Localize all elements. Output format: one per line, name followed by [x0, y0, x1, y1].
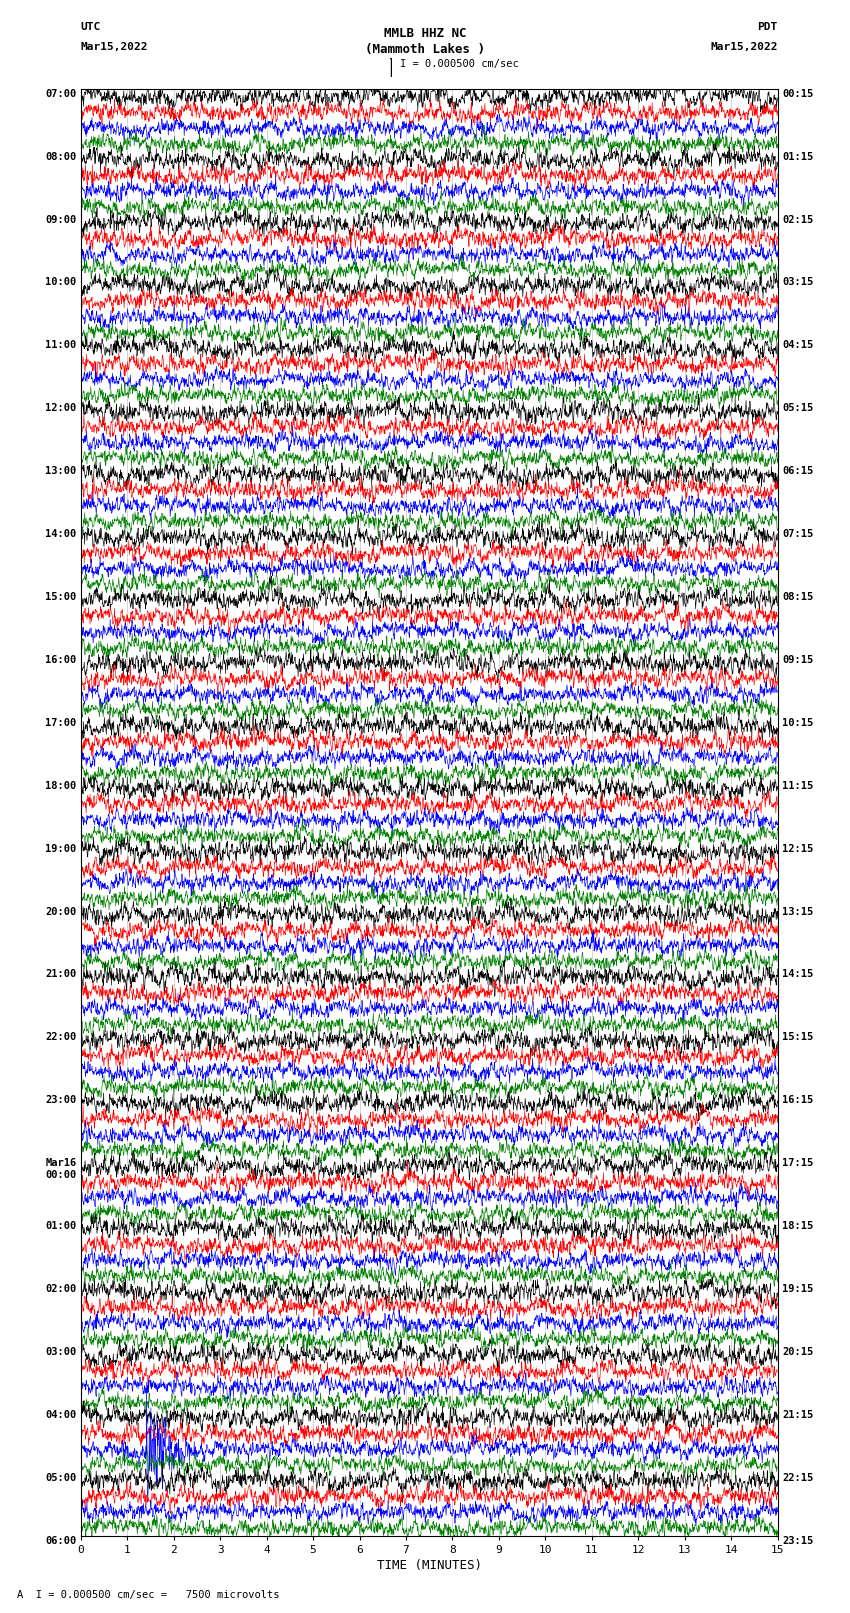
Text: 05:15: 05:15 [782, 403, 813, 413]
Text: 01:00: 01:00 [45, 1221, 76, 1231]
Text: PDT: PDT [757, 23, 778, 32]
Text: 02:00: 02:00 [45, 1284, 76, 1294]
Text: (Mammoth Lakes ): (Mammoth Lakes ) [365, 44, 485, 56]
Text: 16:00: 16:00 [45, 655, 76, 665]
Text: 10:15: 10:15 [782, 718, 813, 727]
Text: 09:00: 09:00 [45, 215, 76, 224]
Text: 19:00: 19:00 [45, 844, 76, 853]
Text: I = 0.000500 cm/sec: I = 0.000500 cm/sec [400, 60, 518, 69]
Text: 06:00: 06:00 [45, 1536, 76, 1545]
Text: 18:15: 18:15 [782, 1221, 813, 1231]
Text: 15:00: 15:00 [45, 592, 76, 602]
Text: 14:00: 14:00 [45, 529, 76, 539]
Text: 22:15: 22:15 [782, 1473, 813, 1482]
Text: 12:00: 12:00 [45, 403, 76, 413]
Text: 07:00: 07:00 [45, 89, 76, 98]
Text: 10:00: 10:00 [45, 277, 76, 287]
Text: MMLB HHZ NC: MMLB HHZ NC [383, 27, 467, 40]
Text: 12:15: 12:15 [782, 844, 813, 853]
Text: 14:15: 14:15 [782, 969, 813, 979]
Text: 22:00: 22:00 [45, 1032, 76, 1042]
Text: 07:15: 07:15 [782, 529, 813, 539]
Text: 15:15: 15:15 [782, 1032, 813, 1042]
Text: 01:15: 01:15 [782, 152, 813, 161]
Text: 13:15: 13:15 [782, 907, 813, 916]
Text: 00:15: 00:15 [782, 89, 813, 98]
Text: 04:00: 04:00 [45, 1410, 76, 1419]
Text: Mar16
00:00: Mar16 00:00 [45, 1158, 76, 1179]
Text: UTC: UTC [81, 23, 101, 32]
Text: 03:00: 03:00 [45, 1347, 76, 1357]
Text: 04:15: 04:15 [782, 340, 813, 350]
Text: 20:15: 20:15 [782, 1347, 813, 1357]
Text: 13:00: 13:00 [45, 466, 76, 476]
Text: 08:00: 08:00 [45, 152, 76, 161]
Text: 11:00: 11:00 [45, 340, 76, 350]
Text: 23:15: 23:15 [782, 1536, 813, 1545]
X-axis label: TIME (MINUTES): TIME (MINUTES) [377, 1558, 482, 1571]
Text: 09:15: 09:15 [782, 655, 813, 665]
Text: 18:00: 18:00 [45, 781, 76, 790]
Text: 11:15: 11:15 [782, 781, 813, 790]
Text: 03:15: 03:15 [782, 277, 813, 287]
Text: 19:15: 19:15 [782, 1284, 813, 1294]
Text: 17:00: 17:00 [45, 718, 76, 727]
Text: 08:15: 08:15 [782, 592, 813, 602]
Text: 20:00: 20:00 [45, 907, 76, 916]
Text: Mar15,2022: Mar15,2022 [711, 42, 778, 52]
Text: 06:15: 06:15 [782, 466, 813, 476]
Text: 02:15: 02:15 [782, 215, 813, 224]
Text: 16:15: 16:15 [782, 1095, 813, 1105]
Text: Mar15,2022: Mar15,2022 [81, 42, 148, 52]
Text: 21:15: 21:15 [782, 1410, 813, 1419]
Text: 23:00: 23:00 [45, 1095, 76, 1105]
Text: A  I = 0.000500 cm/sec =   7500 microvolts: A I = 0.000500 cm/sec = 7500 microvolts [17, 1590, 280, 1600]
Text: 17:15: 17:15 [782, 1158, 813, 1168]
Text: 21:00: 21:00 [45, 969, 76, 979]
Text: 05:00: 05:00 [45, 1473, 76, 1482]
